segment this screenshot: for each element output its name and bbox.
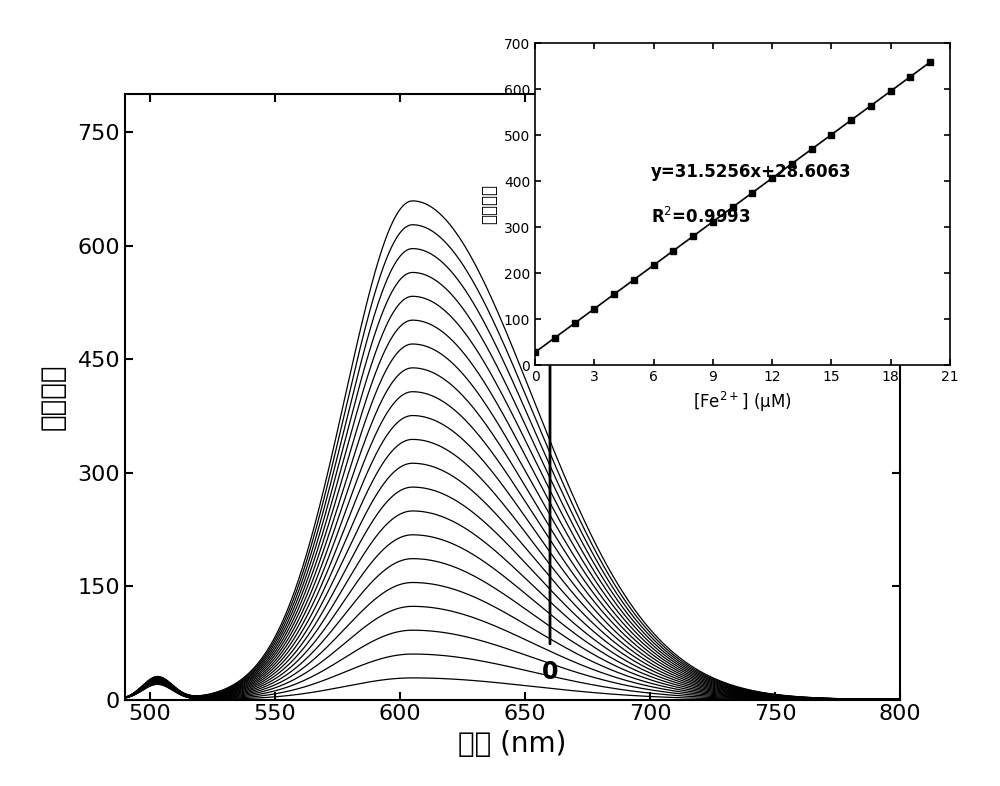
Text: 0: 0 (542, 660, 558, 684)
Text: y=31.5256x+28.6063: y=31.5256x+28.6063 (651, 163, 852, 181)
Text: 20 μM: 20 μM (575, 252, 657, 276)
Text: Fe$^{2+}$: Fe$^{2+}$ (580, 307, 640, 333)
X-axis label: [Fe$^{2+}$] (μM): [Fe$^{2+}$] (μM) (693, 390, 792, 414)
X-axis label: 波长 (nm): 波长 (nm) (458, 730, 567, 758)
Text: R$^{2}$=0.9993: R$^{2}$=0.9993 (651, 208, 751, 227)
Y-axis label: 荧光强度: 荧光强度 (38, 364, 66, 430)
Y-axis label: 荧光强度: 荧光强度 (480, 185, 498, 224)
